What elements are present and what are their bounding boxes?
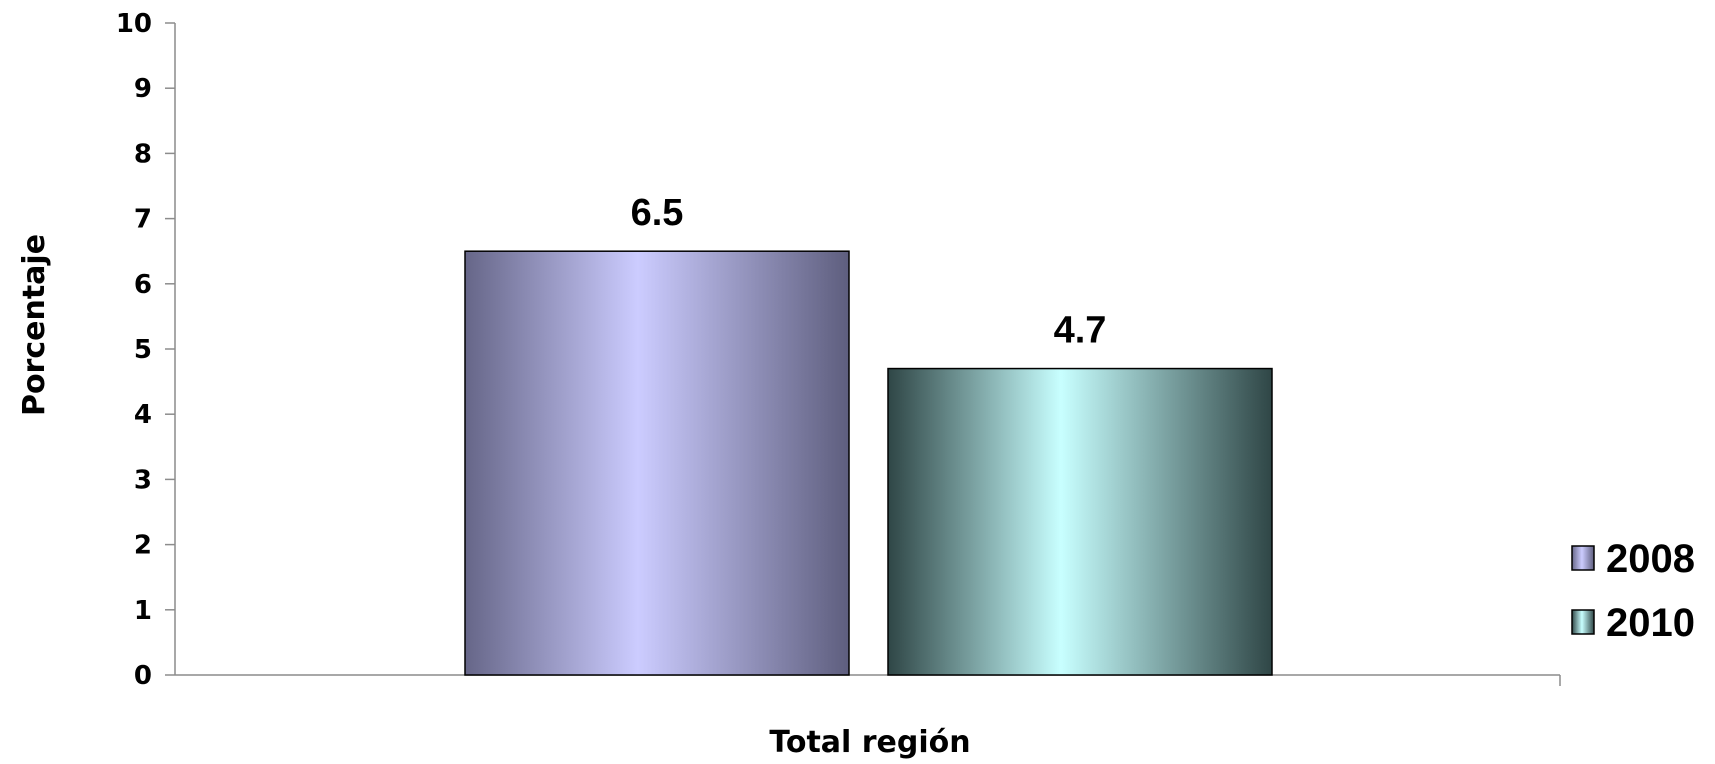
legend-swatch-2010 [1571,609,1595,635]
y-tick-label: 2 [134,531,152,561]
data-label-2010: 4.7 [1054,310,1107,352]
bars [464,250,1273,676]
y-tick-label: 8 [134,139,152,169]
legend-label-2010: 2010 [1606,601,1695,645]
x-axis [175,674,1561,686]
bar-2010 [887,367,1273,676]
data-label-2008: 6.5 [631,192,684,234]
data-labels: 6.5 4.7 [631,192,1107,351]
y-ticks: 0 1 2 3 4 5 6 7 8 9 10 [116,9,175,691]
y-tick-label: 5 [134,335,152,365]
y-tick-label: 9 [134,74,152,104]
x-axis-title: Total región [769,725,970,760]
y-tick-label: 6 [134,270,152,300]
legend: 2008 2010 [1571,537,1695,645]
y-tick-label: 7 [134,205,152,235]
legend-swatch-2008 [1571,545,1595,571]
y-tick-label: 0 [134,661,152,691]
y-tick-label: 3 [134,465,152,495]
y-axis: 0 1 2 3 4 5 6 7 8 9 10 [116,9,176,691]
legend-item-2008: 2008 [1571,537,1695,581]
legend-item-2010: 2010 [1571,601,1695,645]
legend-label-2008: 2008 [1606,537,1695,581]
y-tick-label: 1 [134,596,152,626]
y-axis-title: Porcentaje [17,234,52,416]
y-tick-label: 10 [116,9,152,39]
bar-2008 [464,250,850,676]
y-tick-label: 4 [134,400,152,430]
